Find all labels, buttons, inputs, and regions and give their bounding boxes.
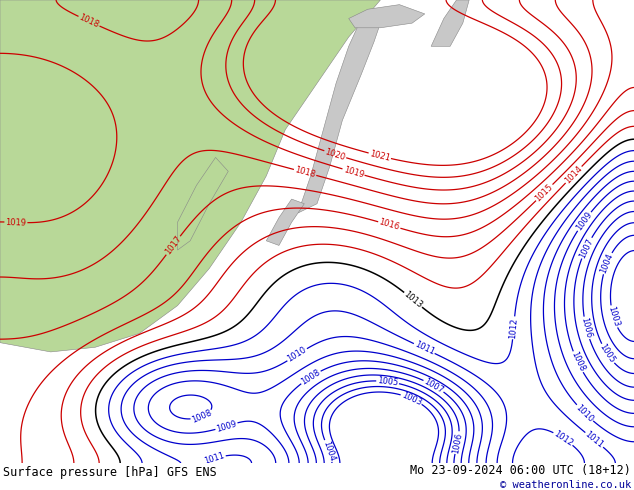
Text: 1005: 1005 [377, 376, 399, 388]
Polygon shape [431, 0, 469, 47]
Text: 1019: 1019 [342, 165, 365, 179]
Text: 1007: 1007 [578, 237, 595, 259]
Text: 1018: 1018 [77, 13, 100, 30]
Text: 1014: 1014 [563, 164, 584, 185]
Text: 1008: 1008 [190, 408, 213, 425]
Text: 1015: 1015 [534, 182, 555, 203]
Text: 1003: 1003 [400, 391, 423, 407]
Text: 1020: 1020 [324, 147, 347, 162]
Text: 1013: 1013 [402, 290, 424, 310]
Polygon shape [298, 19, 380, 213]
Text: Mo 23-09-2024 06:00 UTC (18+12): Mo 23-09-2024 06:00 UTC (18+12) [410, 464, 631, 477]
Text: 1010: 1010 [574, 403, 595, 424]
Text: 1004: 1004 [321, 440, 337, 462]
Polygon shape [349, 4, 425, 28]
Polygon shape [0, 0, 380, 352]
Text: 1012: 1012 [552, 429, 574, 448]
Text: 1016: 1016 [378, 218, 401, 232]
Text: 1009: 1009 [215, 419, 238, 434]
Text: 1012: 1012 [508, 317, 519, 339]
Text: 1021: 1021 [368, 149, 391, 163]
Text: 1005: 1005 [598, 343, 617, 365]
Text: 1018: 1018 [294, 166, 316, 179]
Text: 1017: 1017 [163, 234, 183, 257]
Text: 1006: 1006 [579, 317, 593, 339]
Text: Surface pressure [hPa] GFS ENS: Surface pressure [hPa] GFS ENS [3, 466, 217, 479]
Text: 1019: 1019 [5, 218, 27, 227]
Text: 1010: 1010 [286, 345, 308, 364]
Polygon shape [178, 157, 228, 250]
Text: © weatheronline.co.uk: © weatheronline.co.uk [500, 480, 631, 490]
Text: 1011: 1011 [413, 340, 436, 357]
Text: 1004: 1004 [599, 252, 615, 275]
Text: 1011: 1011 [583, 430, 605, 450]
Text: 1008: 1008 [569, 350, 586, 373]
Text: 1007: 1007 [422, 376, 445, 395]
Text: 1009: 1009 [574, 210, 594, 232]
Text: 1008: 1008 [299, 368, 322, 387]
Text: 1011: 1011 [203, 451, 226, 466]
Polygon shape [266, 199, 304, 245]
Text: 1003: 1003 [606, 305, 621, 328]
Text: 1006: 1006 [451, 432, 464, 454]
